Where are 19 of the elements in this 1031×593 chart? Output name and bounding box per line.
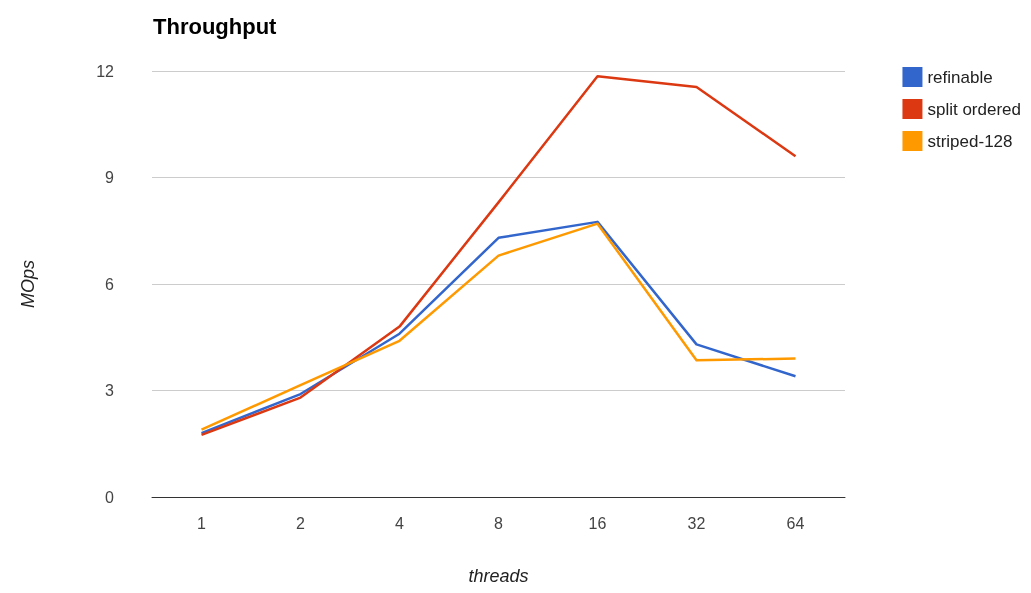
x-tick-label: 1 [197,514,207,532]
x-tick-label: 8 [494,514,504,532]
x-axis-title: threads [468,566,529,586]
legend-label: striped-128 [927,131,1013,151]
y-tick-label: 3 [105,382,115,399]
x-tick-label: 4 [395,514,405,532]
legend-label: refinable [927,67,993,87]
legend-label: split ordered [927,99,1022,119]
y-tick-label: 9 [105,169,115,186]
y-axis-title: MOps [18,259,38,309]
x-tick-label: 16 [588,514,607,532]
x-tick-label: 2 [296,514,306,532]
y-tick-label: 6 [105,275,115,293]
y-tick-label: 12 [96,62,115,80]
y-tick-label: 0 [105,488,115,506]
x-tick-label: 64 [786,514,805,532]
x-tick-label: 32 [687,514,706,532]
line-series [200,75,797,437]
chart-title: Throughput [153,13,278,39]
